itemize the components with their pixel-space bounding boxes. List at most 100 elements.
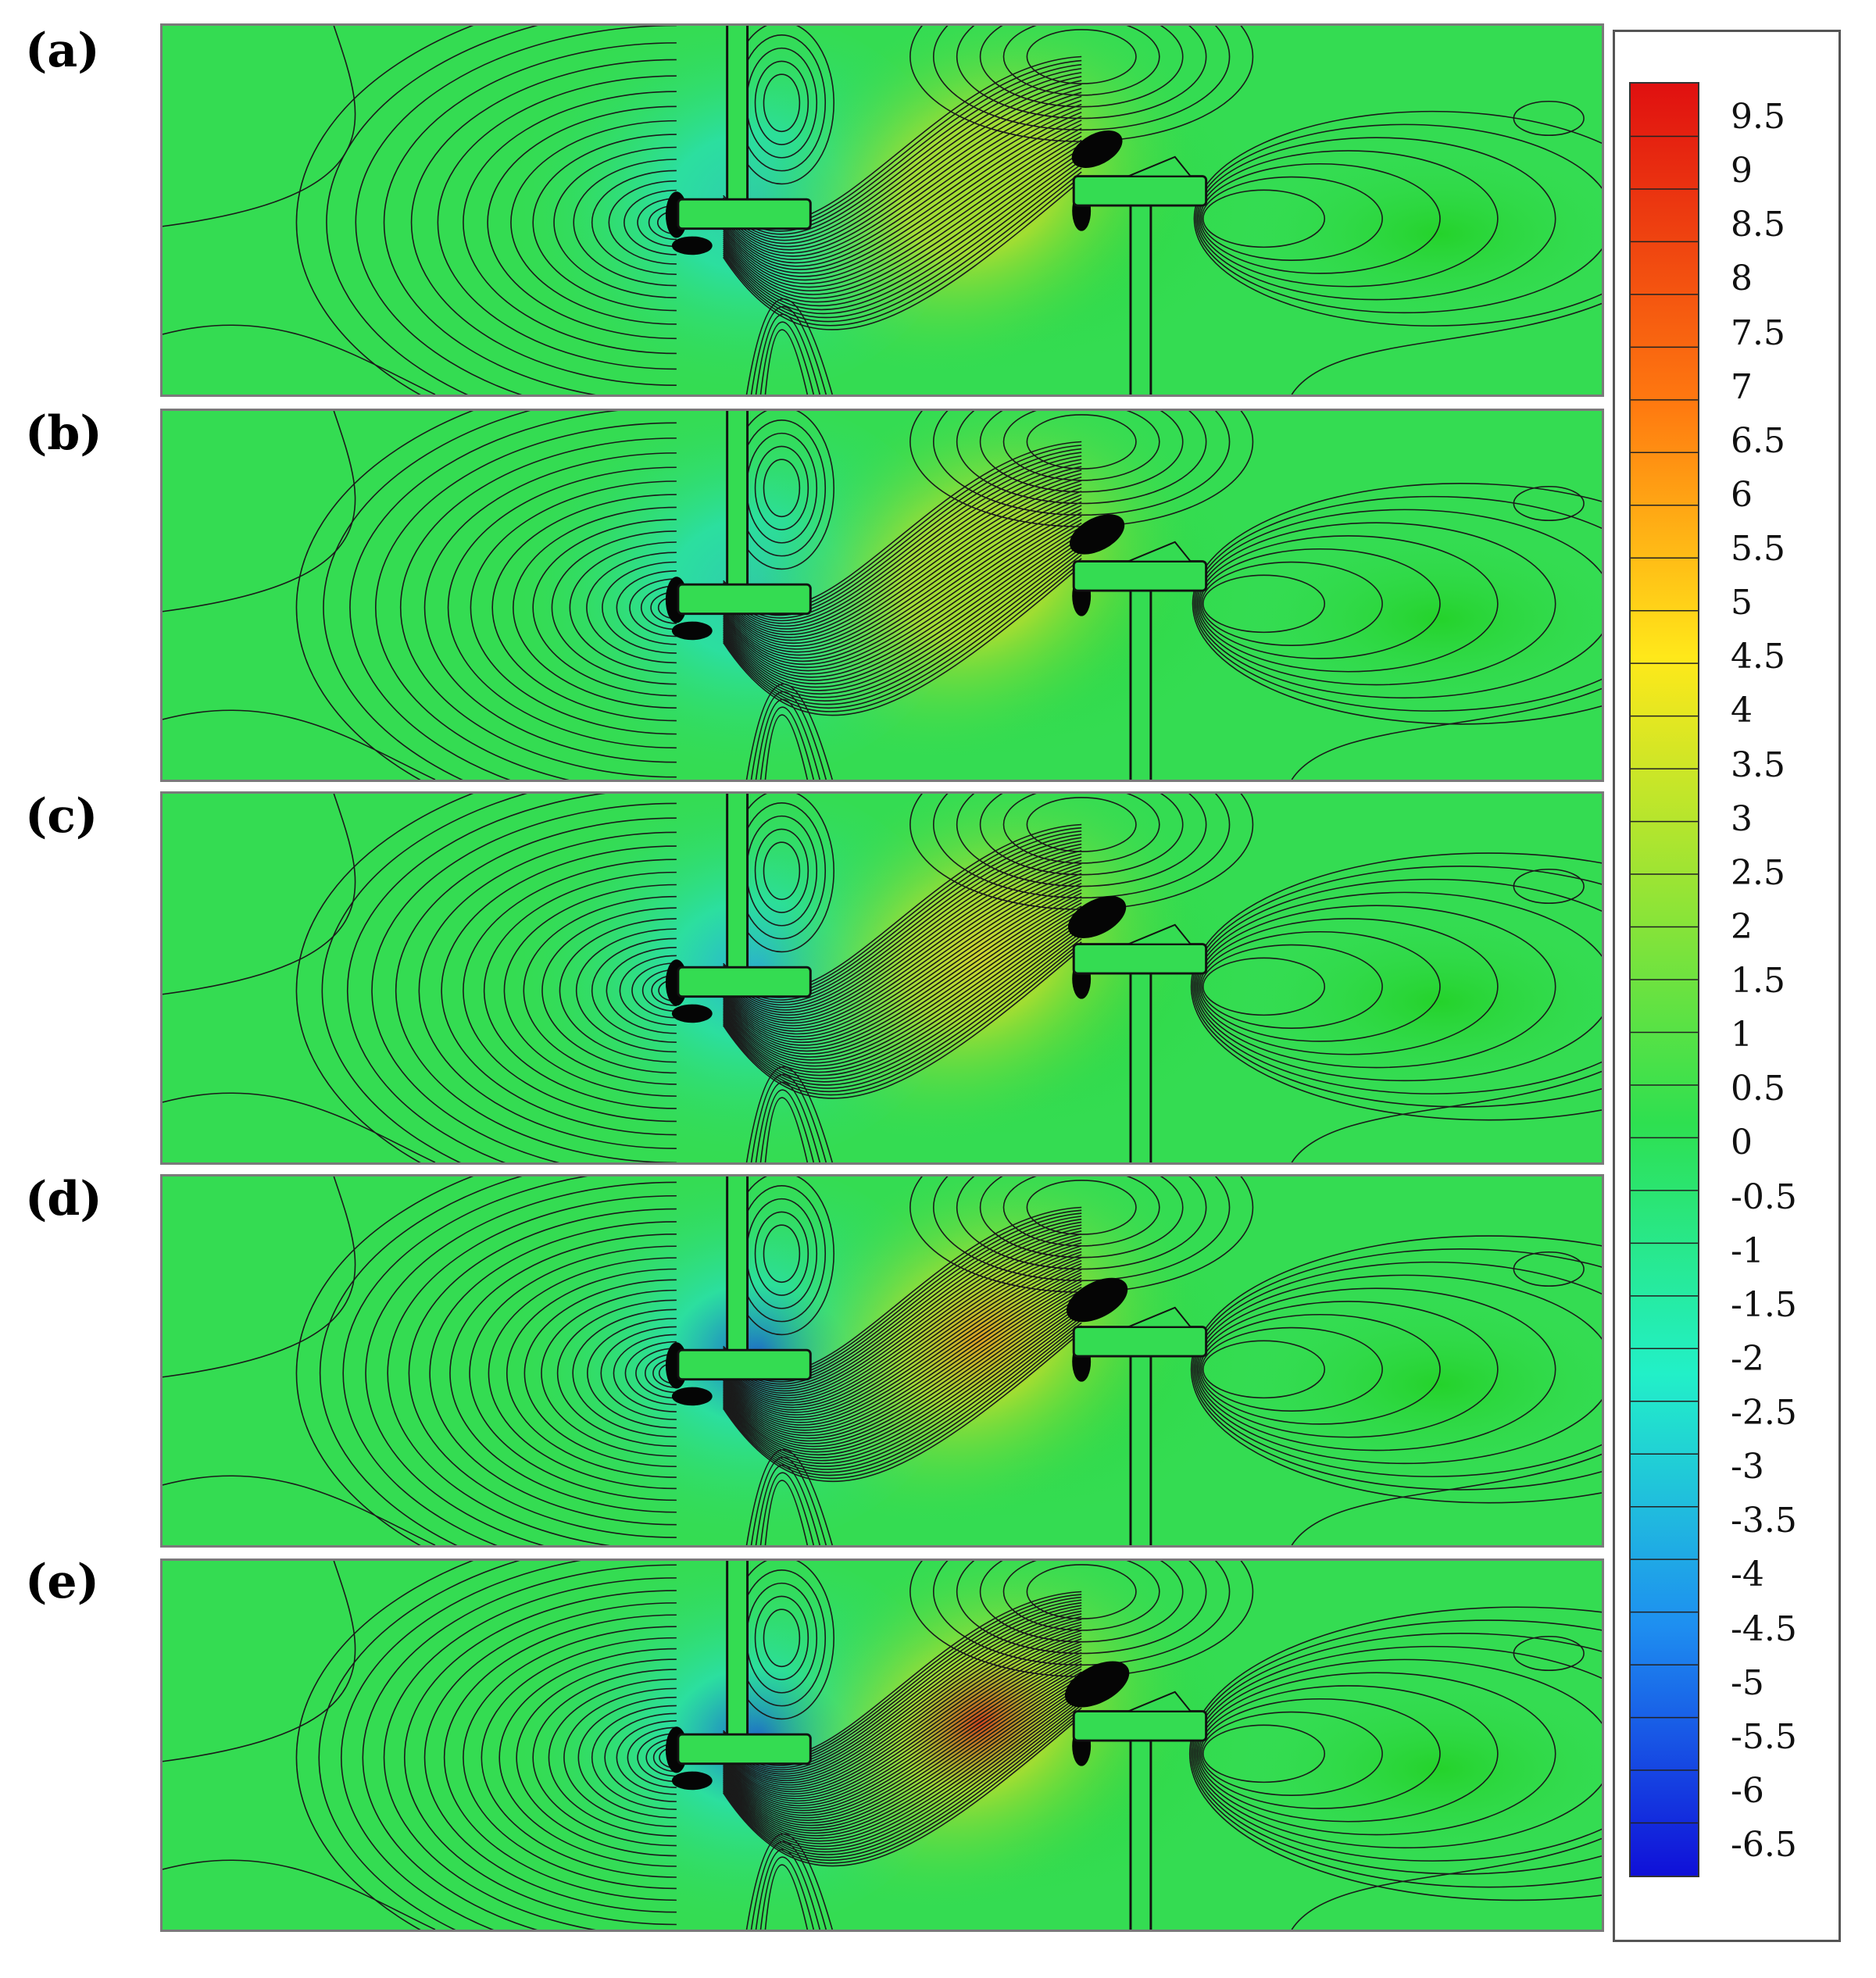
contour-line <box>979 26 1184 108</box>
contour-line <box>723 1666 1082 1819</box>
contour-line <box>723 850 1082 1011</box>
contour-line <box>1513 1251 1585 1287</box>
contour-line <box>723 1685 1082 1837</box>
contour-line <box>723 1313 1082 1465</box>
contour-line <box>745 1066 833 1162</box>
contour-line <box>723 512 1082 666</box>
contour-line <box>591 170 677 275</box>
contour-line <box>532 134 677 312</box>
contour-line <box>1202 957 1326 1016</box>
contour-line <box>723 853 1082 1013</box>
contour-line <box>163 411 356 612</box>
contour-line <box>616 1720 677 1795</box>
left-blade <box>677 966 812 998</box>
contour-line <box>759 1089 815 1162</box>
contour-line <box>723 1259 1082 1416</box>
contour-line <box>1202 189 1326 248</box>
contour-line <box>447 466 677 749</box>
contour-line <box>163 1475 436 1545</box>
contour-line <box>723 1295 1082 1448</box>
colorbar-tick-label: 1.5 <box>1731 961 1785 1001</box>
colorbar-tick-label: -2 <box>1731 1338 1764 1379</box>
contour-line <box>723 909 1082 1061</box>
contour-line <box>723 1660 1082 1814</box>
contour-plot-d <box>163 1176 1602 1545</box>
contour-line <box>723 155 1082 307</box>
contour-line <box>463 91 677 355</box>
contour-line <box>523 895 677 1085</box>
contour-line <box>722 941 1082 1093</box>
contour-line <box>723 1668 1082 1821</box>
contour-line <box>1026 797 1137 852</box>
contour-line <box>722 1705 1082 1855</box>
contour-line <box>723 859 1082 1019</box>
contour-line <box>449 1234 677 1513</box>
contour-line <box>1513 100 1585 137</box>
contour-line <box>723 1292 1082 1444</box>
contour-line <box>763 1224 801 1284</box>
contour-line <box>163 26 356 227</box>
contour-line <box>387 1194 677 1545</box>
contour-line <box>723 1266 1082 1421</box>
contour-line <box>1513 868 1585 905</box>
contour-line <box>755 698 821 780</box>
left-blade <box>677 583 812 616</box>
contour-line <box>1192 1633 1602 1875</box>
contour-line <box>722 938 1082 1089</box>
contour-line <box>470 480 677 735</box>
contour-line <box>362 1564 677 1930</box>
high-pressure-region <box>757 26 1203 379</box>
contour-line <box>723 915 1082 1067</box>
contour-line <box>1199 1698 1441 1809</box>
contour-line <box>759 1472 815 1545</box>
contour-line <box>1196 522 1556 686</box>
impeller-geometry <box>677 411 1208 780</box>
contour-plot-e <box>163 1561 1602 1930</box>
contour-line <box>295 26 474 395</box>
contour-line <box>723 120 1082 274</box>
colorbar-tick-label: -3 <box>1731 1447 1764 1487</box>
contour-line <box>723 1649 1082 1805</box>
contour-line <box>763 1608 801 1668</box>
contour-line <box>723 84 1082 245</box>
colorbar-tick-label: 6.5 <box>1731 420 1785 461</box>
wake-region <box>1237 1292 1602 1478</box>
contour-line <box>1202 1724 1326 1783</box>
contour-line <box>326 26 538 395</box>
contour-line <box>723 1655 1082 1809</box>
colorbar-tick-label: -3.5 <box>1731 1501 1797 1541</box>
contour-line <box>723 533 1082 685</box>
contour-line <box>723 526 1082 678</box>
contour-line <box>1192 483 1602 725</box>
contour-line <box>755 1464 821 1545</box>
contour-line <box>754 1595 809 1680</box>
panel-label-d: (d) <box>25 1172 102 1226</box>
contour-line <box>723 152 1082 303</box>
contour-line <box>491 494 677 722</box>
contour-line <box>723 1301 1082 1453</box>
contour-line <box>723 1230 1082 1392</box>
contour-line <box>463 1626 677 1890</box>
wake-region <box>1237 909 1602 1095</box>
blade-tip-spot <box>671 1387 713 1406</box>
contour-line <box>576 928 677 1053</box>
contour-line <box>723 1671 1082 1824</box>
contour-line <box>723 840 1082 1003</box>
contour-line <box>383 1577 677 1930</box>
contour-line <box>764 714 809 780</box>
colorbar-tick-label: 7 <box>1731 366 1753 407</box>
contour-line <box>532 1669 677 1847</box>
contour-line <box>418 831 677 1149</box>
contour-line <box>559 918 677 1063</box>
contour-line <box>319 1176 523 1545</box>
blade-fin <box>1127 541 1192 562</box>
contour-line <box>723 1287 1082 1439</box>
contour-line <box>619 955 677 1026</box>
contour-line <box>606 947 677 1034</box>
contour-line <box>423 1602 677 1913</box>
colorbar-tick-label: 2 <box>1731 906 1753 947</box>
contour-line <box>1198 150 1499 287</box>
contour-line <box>722 1322 1082 1473</box>
contour-line <box>648 205 677 241</box>
contour-line <box>1201 561 1383 646</box>
